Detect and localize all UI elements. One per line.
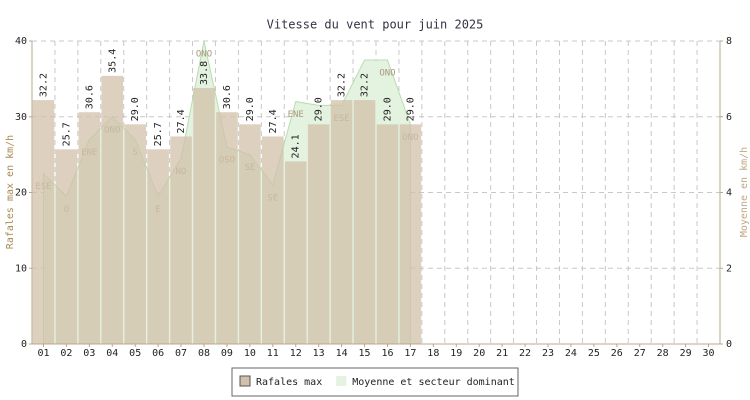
x-tick-label: 17 bbox=[404, 348, 416, 359]
bar bbox=[124, 124, 146, 344]
y2-tick-label: 8 bbox=[726, 36, 732, 47]
x-tick-label: 02 bbox=[60, 348, 72, 359]
sector-label: ONO bbox=[379, 68, 395, 78]
bar bbox=[55, 149, 78, 344]
value-label: 27.4 bbox=[176, 109, 187, 133]
legend-label: Moyenne et secteur dominant bbox=[352, 377, 515, 388]
x-tick-label: 06 bbox=[152, 348, 164, 359]
value-label: 30.6 bbox=[84, 85, 95, 109]
x-tick-label: 23 bbox=[542, 348, 554, 359]
x-tick-label: 08 bbox=[198, 348, 210, 359]
x-tick-label: 27 bbox=[634, 348, 646, 359]
bar bbox=[353, 100, 376, 345]
x-tick-label: 01 bbox=[37, 348, 49, 359]
x-tick-label: 24 bbox=[565, 348, 577, 359]
y-tick-label: 20 bbox=[15, 188, 27, 199]
bar bbox=[376, 124, 399, 344]
x-tick-label: 25 bbox=[588, 348, 600, 359]
x-tick-label: 21 bbox=[496, 348, 508, 359]
value-label: 32.2 bbox=[337, 73, 348, 97]
value-label: 29.0 bbox=[405, 97, 416, 121]
x-tick-label: 22 bbox=[519, 348, 531, 359]
x-tick-label: 09 bbox=[221, 348, 233, 359]
value-label: 35.4 bbox=[107, 49, 118, 73]
y-tick-label: 40 bbox=[15, 36, 27, 47]
bar bbox=[330, 100, 353, 345]
bar bbox=[399, 124, 422, 344]
x-tick-label: 28 bbox=[657, 348, 669, 359]
bar bbox=[216, 112, 238, 344]
x-tick-label: 20 bbox=[473, 348, 485, 359]
x-tick-label: 14 bbox=[336, 348, 348, 359]
y-tick-label: 0 bbox=[21, 339, 27, 350]
value-label: 27.4 bbox=[268, 109, 279, 133]
bar bbox=[284, 161, 307, 344]
value-label: 24.1 bbox=[291, 134, 302, 158]
bar bbox=[147, 149, 169, 344]
bar bbox=[101, 75, 124, 344]
bar bbox=[32, 100, 55, 345]
legend-box bbox=[231, 367, 519, 397]
y2-tick-label: 2 bbox=[726, 263, 732, 274]
y2-tick-label: 4 bbox=[726, 188, 732, 199]
legend-swatch bbox=[239, 375, 251, 387]
value-label: 25.7 bbox=[61, 122, 72, 146]
x-tick-label: 18 bbox=[427, 348, 439, 359]
x-tick-label: 30 bbox=[703, 348, 715, 359]
x-tick-label: 26 bbox=[611, 348, 623, 359]
x-tick-label: 15 bbox=[359, 348, 371, 359]
value-label: 32.2 bbox=[360, 73, 371, 97]
legend-label: Rafales max bbox=[256, 377, 322, 388]
y2-tick-label: 0 bbox=[726, 339, 732, 350]
y-tick-label: 30 bbox=[15, 112, 27, 123]
x-tick-label: 07 bbox=[175, 348, 187, 359]
x-tick-label: 13 bbox=[313, 348, 325, 359]
bar bbox=[170, 136, 192, 344]
x-tick-label: 16 bbox=[381, 348, 393, 359]
value-label: 32.2 bbox=[38, 73, 49, 97]
y-axis-label: Rafales max en km/h bbox=[5, 135, 16, 249]
bar bbox=[262, 136, 284, 344]
y-tick-label: 10 bbox=[15, 263, 27, 274]
value-label: 33.8 bbox=[199, 61, 210, 85]
value-label: 29.0 bbox=[245, 97, 256, 121]
value-label: 29.0 bbox=[130, 97, 141, 121]
x-tick-label: 03 bbox=[83, 348, 95, 359]
x-tick-label: 11 bbox=[267, 348, 279, 359]
x-tick-label: 04 bbox=[106, 348, 118, 359]
legend-swatch bbox=[336, 376, 347, 386]
bar bbox=[307, 124, 330, 344]
bar bbox=[78, 112, 101, 344]
chart-title: Vitesse du vent pour juin 2025 bbox=[267, 18, 484, 32]
bar bbox=[239, 124, 261, 344]
sector-label: ENE bbox=[288, 110, 304, 120]
x-tick-label: 12 bbox=[290, 348, 302, 359]
value-label: 29.0 bbox=[382, 97, 393, 121]
value-label: 29.0 bbox=[314, 97, 325, 121]
y2-axis-label: Moyenne en km/h bbox=[739, 147, 750, 237]
value-label: 25.7 bbox=[153, 122, 164, 146]
x-tick-label: 19 bbox=[450, 348, 462, 359]
value-label: 30.6 bbox=[222, 85, 233, 109]
x-tick-label: 10 bbox=[244, 348, 256, 359]
x-tick-label: 05 bbox=[129, 348, 141, 359]
sector-label: ONO bbox=[196, 50, 212, 60]
x-tick-label: 29 bbox=[680, 348, 692, 359]
y2-tick-label: 6 bbox=[726, 112, 732, 123]
bar bbox=[193, 87, 215, 344]
